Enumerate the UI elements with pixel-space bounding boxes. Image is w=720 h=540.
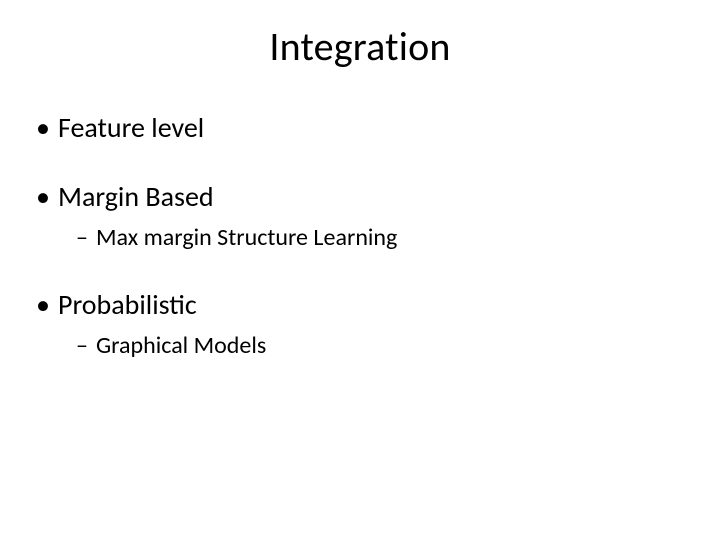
subbullet-text: Max margin Structure Learning [96, 223, 397, 252]
dot-icon: • [36, 287, 58, 322]
dash-icon: – [76, 222, 96, 253]
bullet-text: Feature level [58, 110, 204, 145]
bullet-group-margin: •Margin Based –Max margin Structure Lear… [36, 179, 684, 253]
bullet-margin-based: •Margin Based [36, 179, 684, 214]
bullet-feature-level: •Feature level [36, 110, 684, 145]
bullet-probabilistic: •Probabilistic [36, 287, 684, 322]
subbullet-max-margin: –Max margin Structure Learning [76, 222, 684, 253]
slide: Integration •Feature level •Margin Based… [0, 0, 720, 540]
slide-body: •Feature level •Margin Based –Max margin… [36, 110, 684, 395]
dash-icon: – [76, 330, 96, 361]
subbullet-text: Graphical Models [96, 331, 266, 360]
bullet-text: Margin Based [58, 179, 214, 214]
bullet-text: Probabilistic [58, 287, 197, 322]
dot-icon: • [36, 179, 58, 214]
dot-icon: • [36, 110, 58, 145]
slide-title: Integration [0, 22, 720, 71]
bullet-group-probabilistic: •Probabilistic –Graphical Models [36, 287, 684, 361]
subbullet-graphical-models: –Graphical Models [76, 330, 684, 361]
